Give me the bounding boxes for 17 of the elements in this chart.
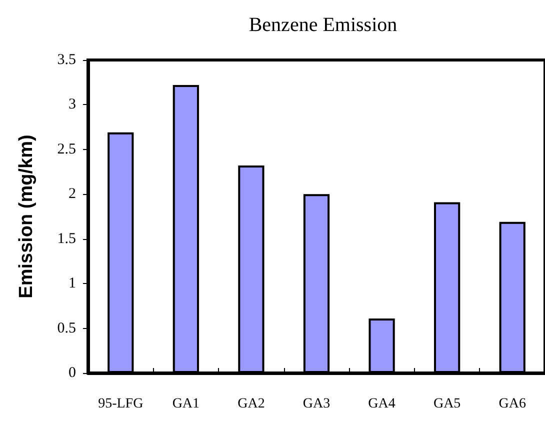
y-tick-label: 2 — [68, 186, 76, 202]
x-tick-label: GA4 — [368, 396, 396, 412]
x-tick-label: 95-LFG — [98, 396, 144, 412]
x-tick-label: GA3 — [302, 396, 330, 412]
y-tick-label: 3 — [68, 96, 76, 113]
y-tick-label: 2.5 — [57, 141, 76, 158]
y-tick-label: 3.5 — [57, 52, 76, 68]
y-tick-label: 0 — [68, 365, 76, 381]
y-tick-label: 1 — [68, 276, 76, 292]
x-tick-label: GA6 — [498, 396, 526, 412]
y-axis-title: Emission (mg/km) — [16, 134, 37, 298]
chart-title: Benzene Emission — [248, 14, 398, 36]
x-tick-label: GA5 — [433, 396, 461, 412]
y-tick-label: 0.5 — [57, 320, 76, 336]
y-tick-label: 1.5 — [57, 230, 76, 247]
x-tick-label: GA1 — [172, 396, 200, 412]
x-tick-label: GA2 — [238, 396, 265, 412]
